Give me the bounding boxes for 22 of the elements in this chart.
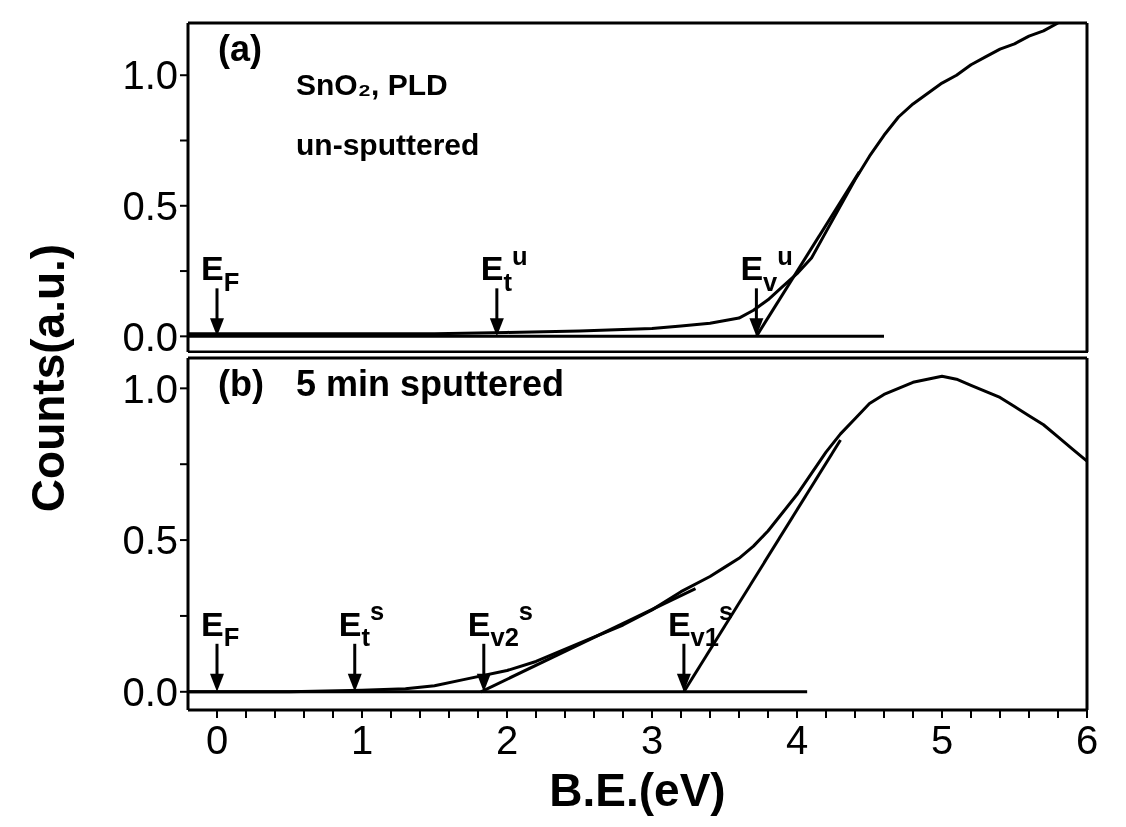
x-tick-label: 6: [1075, 718, 1099, 762]
x-tick-label: 5: [930, 718, 954, 762]
y-axis-title: Counts(a.u.): [22, 243, 74, 513]
annotation: SnO₂, PLD: [296, 68, 448, 101]
y-tick-label: 0.5: [122, 518, 178, 563]
annotation: un-sputtered: [296, 128, 480, 161]
y-tick-label: 0.0: [122, 314, 178, 359]
y-tick-label: 1.0: [122, 53, 178, 98]
y-tick-label: 1.0: [122, 366, 178, 411]
annotation: 5 min sputtered: [296, 363, 565, 404]
x-axis-title: B.E.(eV): [549, 764, 726, 816]
annotation: (a): [218, 28, 262, 69]
y-tick-label: 0.5: [122, 183, 178, 228]
x-tick-label: 1: [350, 718, 374, 762]
x-tick-label: 4: [785, 718, 809, 762]
annotation: (b): [218, 363, 264, 404]
y-tick-label: 0.0: [122, 669, 178, 714]
x-tick-label: 2: [495, 718, 519, 762]
annotation: E$_{F}$: [201, 604, 240, 651]
x-tick-label: 3: [640, 718, 664, 762]
annotation: E$_{F}$: [201, 249, 240, 296]
x-tick-label: 0: [205, 718, 229, 762]
